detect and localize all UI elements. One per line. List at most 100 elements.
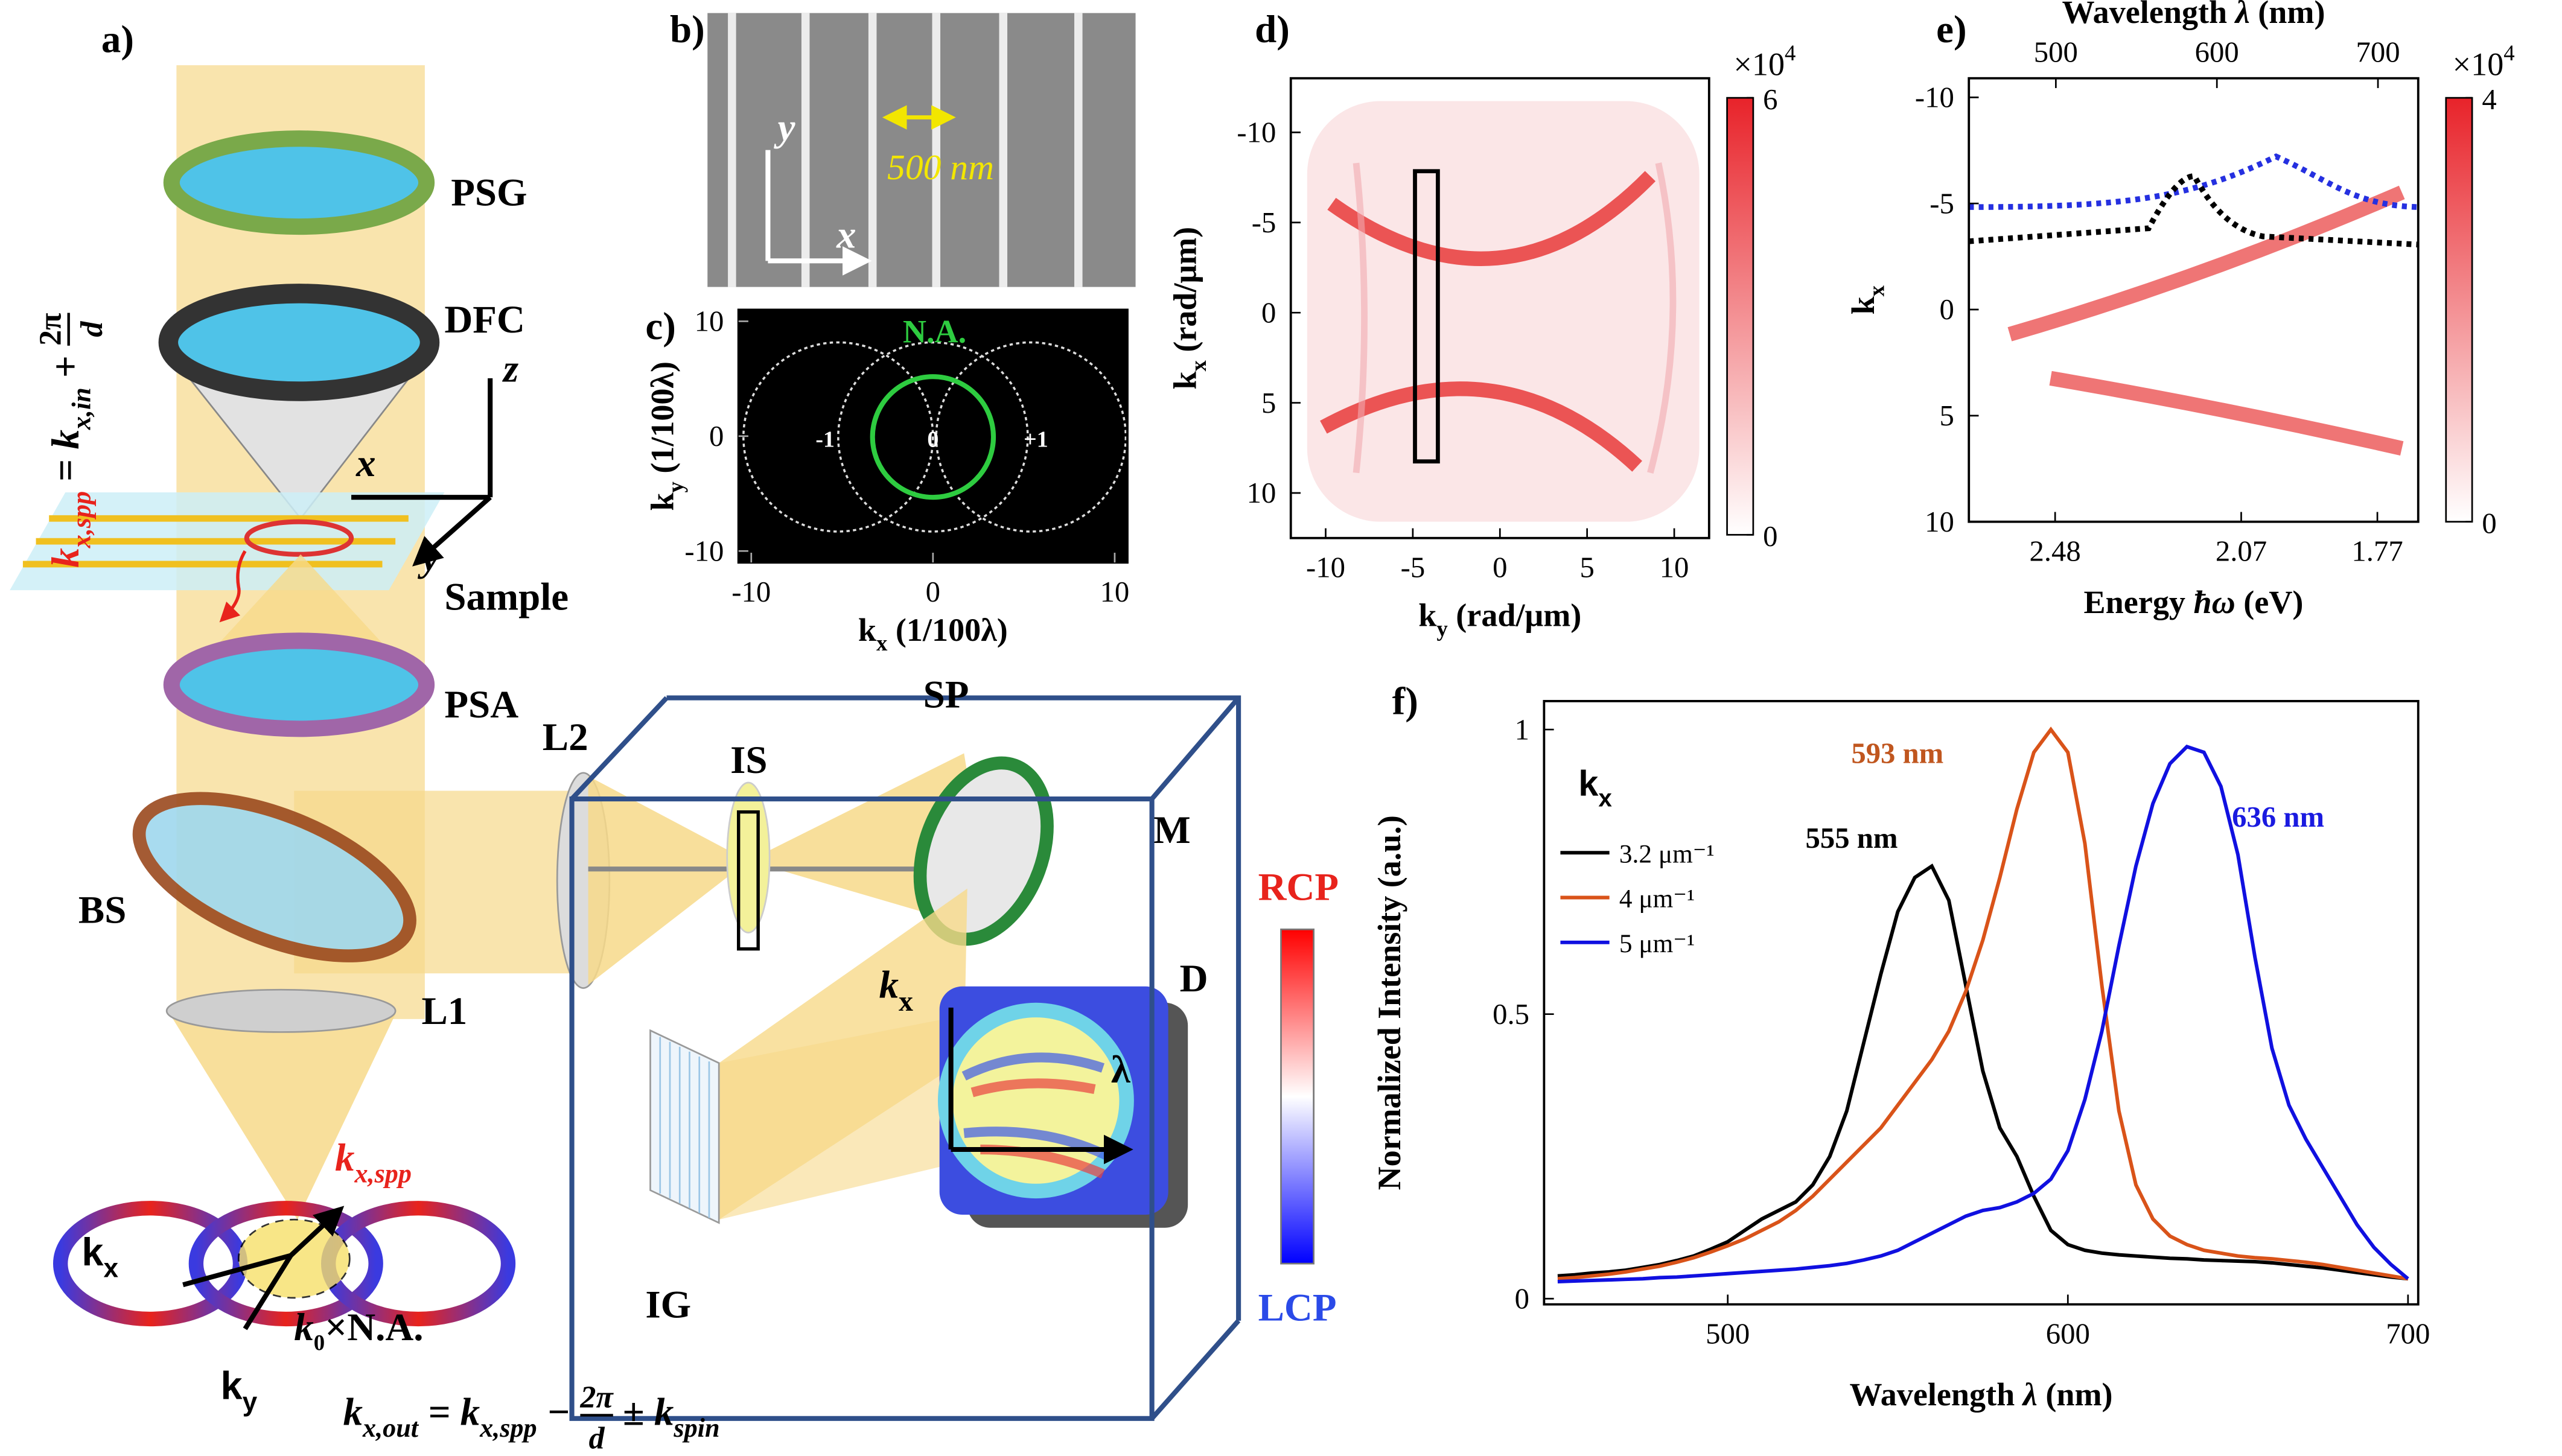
y-axis-label-group: kx [1845,285,1888,314]
x-tick-label: -10 [1306,552,1345,584]
y-tick-label: -10 [684,535,724,567]
beam-cone [588,776,748,985]
legend-label: 5 μm⁻¹ [1619,929,1695,958]
panel-label: b) [670,8,705,51]
diffraction-circle [837,341,1029,533]
y-axis-label: kx (rad/μm) [1167,227,1211,390]
text-part: ± k [613,1391,674,1434]
component-label: L1 [421,990,467,1033]
component-label: M [1153,809,1190,852]
x-tick-label: 0 [1493,552,1507,584]
text-part: 4 [2503,40,2514,65]
text-part: x [1864,285,1888,296]
x2-tick-label: 500 [2034,36,2078,69]
x-tick-label: 10 [1660,552,1689,584]
lens-psa [163,632,435,737]
text-part: x,in [66,387,96,430]
text-part: k [1167,371,1203,389]
y-tick-label: 1 [1515,713,1529,746]
heatmap-band [1353,162,1677,474]
text-part: (1/100λ) [887,612,1007,648]
heatmap-band [2007,185,2405,342]
sem-image [707,13,1136,287]
x-tick-label: 600 [2046,1318,2090,1350]
component-label: BS [78,888,126,932]
grating-equation-group: kx,spp = kx,in + 2π d [34,313,109,568]
component-label: SP [923,673,969,717]
text-part: x [899,985,913,1017]
y-tick-label: 0 [1261,296,1276,329]
x-tick-label: 1.77 [2351,535,2403,568]
text-part: (eV) [2235,584,2304,620]
text-part: Energy [2084,584,2194,620]
text-part: k [858,612,876,648]
x-tick-label: 700 [2386,1318,2430,1350]
text-part: 2π [34,313,68,346]
y-axis-label: kx [1845,285,1888,314]
na-label: N.A. [903,313,966,349]
grating-equation: kx,spp = kx,in + 2π d [34,313,109,568]
text-part: 4 [1785,40,1796,65]
beam [719,1019,945,1220]
selection-box [1413,169,1440,464]
y-tick-label: 10 [695,305,724,338]
text-part: + [44,346,88,387]
y-tick-label: -5 [1252,206,1276,239]
plot-frame [1968,77,2420,523]
order-ring [188,1201,383,1327]
x-tick-label: 2.07 [2216,535,2267,568]
x-axis-label: Energy ħω (eV) [2084,584,2304,620]
grating-lines [659,1037,710,1218]
peak-annotation: 555 nm [1806,822,1898,854]
colorbar-tick-label: 0 [1763,520,1777,553]
text-part: = k [418,1391,480,1434]
component-label: PSG [451,171,527,215]
na-label: k0×N.A. [294,1306,423,1355]
beam-cone [170,1014,396,1220]
heatmap-band [1320,381,1642,472]
y-tick-label: 0 [1515,1283,1529,1315]
kx-label: kx [81,1230,118,1283]
text-part: k [220,1363,243,1407]
text-part: − [537,1391,581,1434]
text-part: k [335,1136,354,1180]
sample-stripes [22,515,409,568]
diffraction-circle [935,341,1127,533]
order-label: 0 [927,427,938,452]
lcp-label: LCP [1258,1286,1337,1330]
x-axis-label: Wavelength λ (nm) [1850,1376,2113,1413]
x-tick-label: 5 [1579,552,1594,584]
x2-tick-label: 700 [2356,36,2400,69]
polarization-colorbar [1280,928,1314,1265]
text-part: d [589,1422,605,1456]
colorbar-tick-label: 6 [1763,83,1777,116]
heatmap-band [1327,171,1656,266]
text-part: x [876,631,888,655]
y-axis-label-group: kx (rad/μm) [1167,227,1211,390]
na-circle [870,374,996,500]
component-label: L2 [543,716,588,759]
legend-title: kx [1578,763,1612,812]
text-part: 2π [579,1381,614,1415]
text-part: ×10 [2453,46,2504,82]
text-part: λ [2234,0,2250,30]
colorbar-tick-label: 0 [2482,507,2496,540]
k-arrows [182,1210,340,1330]
colorbar [1726,97,1754,536]
text-part: (rad/μm) [1167,227,1203,360]
component-label: IG [645,1283,691,1326]
text-part: y [1436,616,1448,641]
component-label: PSA [444,683,518,726]
spectrum-line [1557,744,2409,1283]
axis-name: z [502,347,518,390]
y-axis-label-group: Normalized Intensity (a.u.) [1371,815,1407,1190]
component-label: DFC [444,298,525,342]
x-axis-label: kx (1/100λ) [858,612,1008,655]
text-part: = [44,450,88,491]
dispersion-curve [1969,153,2418,210]
x-tick-label: 2.48 [2030,535,2081,568]
y-axis-label-group: ky (1/100λ) [644,361,687,511]
diffraction-circle [742,341,934,533]
text-part: k [1845,296,1881,314]
